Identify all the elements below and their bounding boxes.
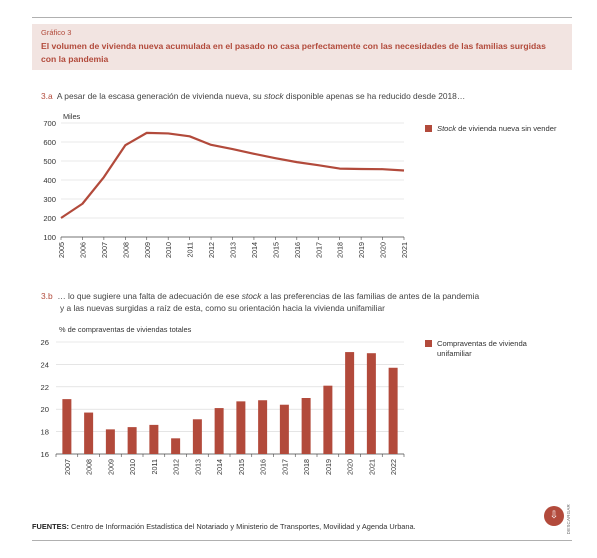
- x-tick-label: 2018: [302, 459, 311, 475]
- bar-2019: [323, 385, 333, 454]
- bar-2007: [62, 399, 72, 454]
- bar-2021: [366, 353, 376, 454]
- x-tick-label: 2020: [346, 459, 355, 475]
- figure-header: Gráfico 3 El volumen de vivienda nueva a…: [32, 24, 572, 70]
- y-tick-label: 500: [43, 157, 56, 166]
- panel-b-legend-swatch: [425, 340, 432, 347]
- x-tick-label: 2009: [143, 242, 152, 258]
- x-tick-label: 2011: [186, 242, 195, 257]
- panel-b-subtitle-italic: stock: [241, 291, 262, 301]
- panel-a-subtitle-text-1: A pesar de la escasa generación de vivie…: [56, 91, 265, 101]
- x-tick-label: 2008: [121, 242, 130, 258]
- y-tick-label: 100: [43, 233, 56, 242]
- x-tick-label: 2006: [78, 242, 87, 258]
- y-tick-label: 24: [41, 360, 49, 369]
- x-tick-label: 2012: [172, 459, 181, 475]
- bar-2018: [301, 398, 311, 454]
- x-tick-label: 2015: [237, 459, 246, 475]
- y-axis-label: % de compraventas de viviendas totales: [59, 325, 192, 334]
- panel-b-subtitle-line-2: y a las nuevas surgidas a raíz de esta, …: [60, 303, 385, 313]
- x-tick-label: 2013: [229, 242, 238, 258]
- x-tick-label: 2022: [389, 459, 398, 475]
- panel-b-subtitle-text-2: a las preferencias de las familias de an…: [261, 291, 480, 301]
- panel-a-legend-italic: Stock: [437, 124, 456, 133]
- x-tick-label: 2014: [250, 242, 259, 258]
- source-note: FUENTES: Centro de Información Estadísti…: [32, 522, 416, 531]
- panel-b-subtitle-text-1: … lo que sugiere una falta de adecuación…: [57, 291, 242, 301]
- top-rule: [32, 17, 572, 18]
- x-tick-label: 2014: [215, 459, 224, 475]
- bar-2011: [149, 424, 159, 454]
- x-tick-label: 2015: [271, 242, 280, 258]
- y-tick-label: 600: [43, 138, 56, 147]
- y-tick-label: 26: [41, 338, 49, 347]
- figure-title: El volumen de vivienda nueva acumulada e…: [41, 41, 546, 64]
- x-tick-label: 2020: [379, 242, 388, 258]
- x-tick-label: 2008: [85, 459, 94, 475]
- bar-2012: [171, 438, 181, 454]
- bar-2014: [214, 408, 224, 454]
- figure-label: Gráfico 3: [41, 28, 72, 37]
- y-axis-label: Miles: [63, 112, 81, 121]
- x-tick-label: 2013: [193, 459, 202, 475]
- bar-2010: [127, 427, 137, 454]
- y-tick-label: 300: [43, 195, 56, 204]
- x-tick-label: 2021: [400, 242, 409, 258]
- x-tick-label: 2005: [57, 242, 66, 258]
- panel-b-number: 3.b: [41, 291, 53, 301]
- bottom-rule: [32, 540, 572, 541]
- panel-a-subtitle-italic: stock: [264, 91, 284, 101]
- download-label[interactable]: DESCARGAR: [566, 504, 571, 535]
- panel-a-legend-label: Stock de vivienda nueva sin vender: [437, 124, 557, 134]
- source-text: Centro de Información Estadística del No…: [68, 522, 416, 531]
- x-tick-label: 2019: [357, 242, 366, 258]
- panel-a-legend-swatch: [425, 125, 432, 132]
- x-tick-label: 2017: [280, 459, 289, 475]
- x-tick-label: 2016: [293, 242, 302, 258]
- x-tick-label: 2007: [100, 242, 109, 258]
- x-tick-label: 2007: [63, 459, 72, 475]
- y-tick-label: 22: [41, 383, 49, 392]
- x-tick-label: 2016: [259, 459, 268, 475]
- x-tick-label: 2011: [150, 459, 159, 474]
- x-tick-label: 2018: [336, 242, 345, 258]
- x-tick-label: 2012: [207, 242, 216, 258]
- bar-2008: [84, 412, 94, 454]
- source-label: FUENTES:: [32, 522, 69, 531]
- panel-b-legend-label: Compraventas de vivienda unifamiliar: [437, 339, 527, 358]
- bar-2015: [236, 401, 246, 454]
- x-tick-label: 2010: [164, 242, 173, 258]
- bar-2017: [279, 404, 289, 454]
- panel-a-number: 3.a: [41, 91, 53, 101]
- y-tick-label: 16: [41, 450, 49, 459]
- x-tick-label: 2009: [106, 459, 115, 475]
- y-tick-label: 200: [43, 214, 56, 223]
- bar-2022: [388, 367, 398, 454]
- y-tick-label: 700: [43, 119, 56, 128]
- x-tick-label: 2017: [314, 242, 323, 258]
- y-tick-label: 18: [41, 428, 49, 437]
- x-tick-label: 2019: [324, 459, 333, 475]
- bar-2016: [258, 400, 268, 454]
- download-icon[interactable]: ⇩: [544, 506, 564, 526]
- bar-2013: [192, 419, 202, 454]
- bar-2009: [105, 429, 115, 454]
- bar-2020: [345, 352, 355, 454]
- x-tick-label: 2010: [128, 459, 137, 475]
- y-tick-label: 400: [43, 176, 56, 185]
- panel-a-subtitle-text-2: disponible apenas se ha reducido desde 2…: [283, 91, 466, 101]
- panel-a-legend-rest: de vivienda nueva sin vender: [456, 124, 557, 133]
- series-line-stock: [60, 131, 405, 219]
- panel-a-subtitle: 3.a A pesar de la escasa generación de v…: [41, 90, 465, 102]
- x-tick-label: 2021: [367, 459, 376, 475]
- panel-b-subtitle: 3.b … lo que sugiere una falta de adecua…: [41, 290, 479, 314]
- y-tick-label: 20: [41, 405, 49, 414]
